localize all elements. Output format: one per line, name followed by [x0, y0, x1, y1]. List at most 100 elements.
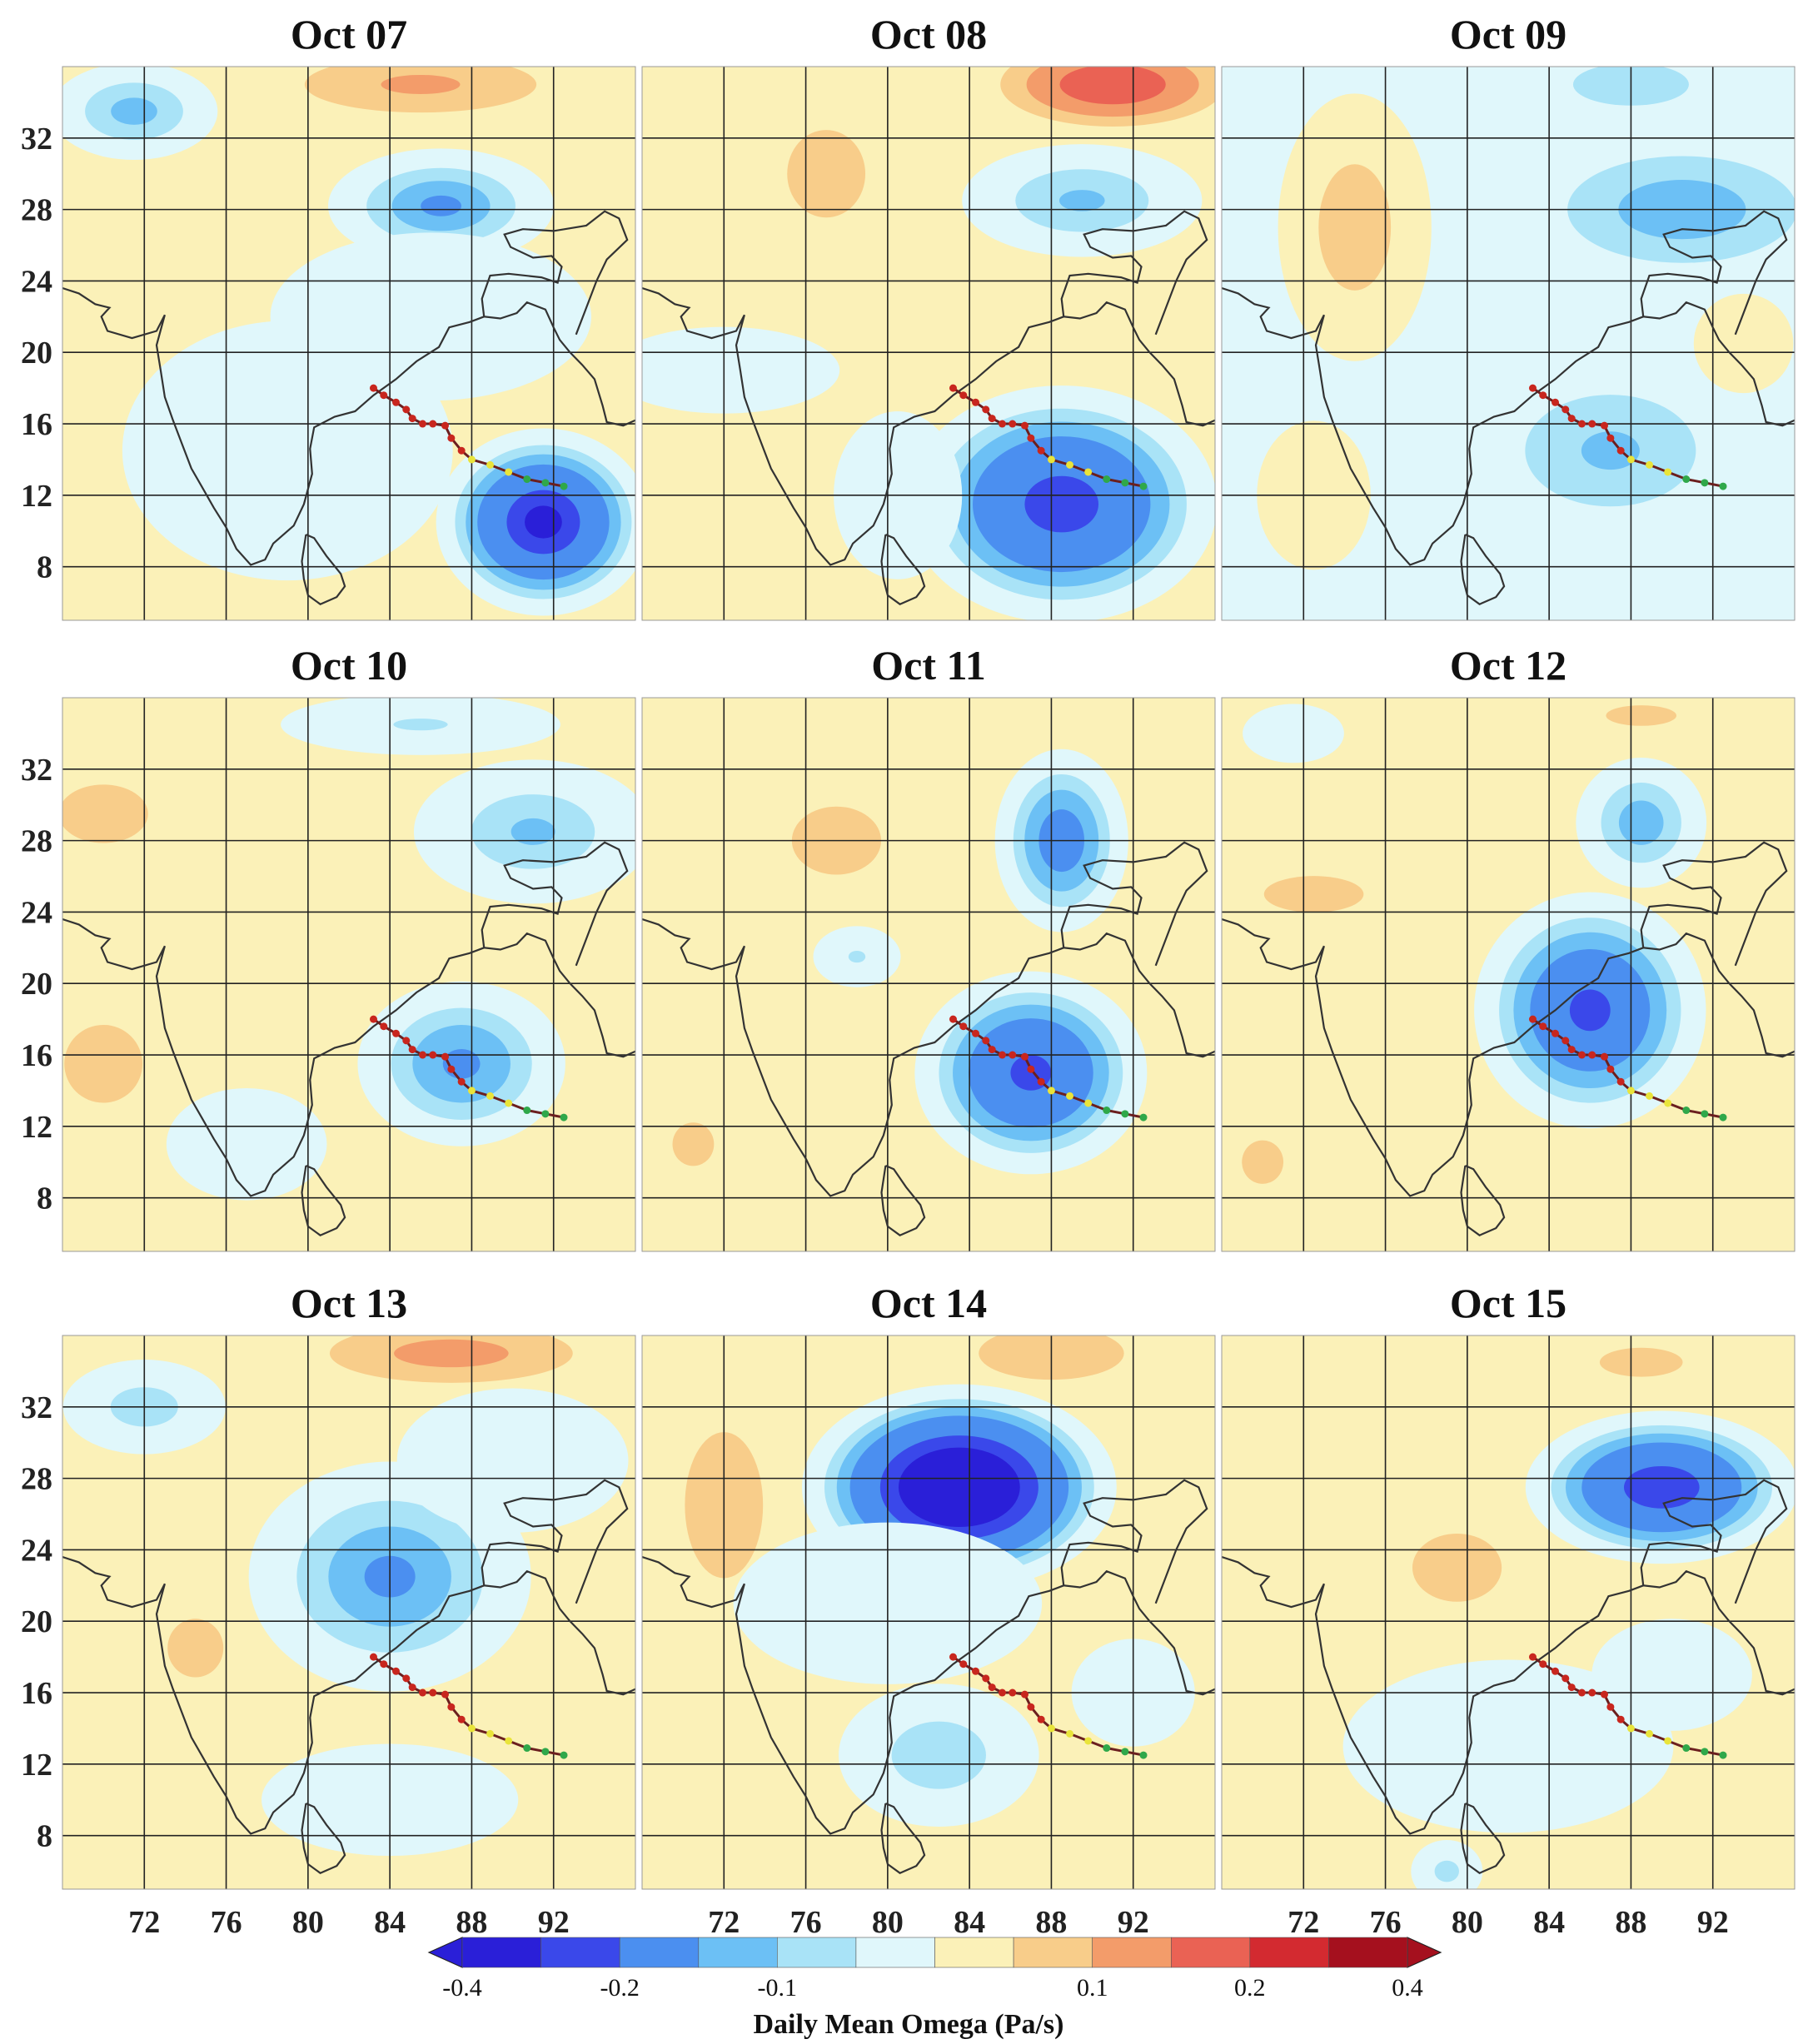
colorbar-swatch [776, 1937, 857, 1968]
track-line [1532, 1655, 1724, 1757]
track-point [560, 1113, 568, 1121]
track-point [505, 1737, 513, 1745]
contour-level [167, 1619, 224, 1678]
contour-level [1623, 1465, 1700, 1509]
panel [642, 1335, 1215, 1889]
y-tick-label: 16 [21, 1038, 52, 1073]
y-tick-label: 20 [21, 967, 52, 1002]
track-point [1577, 1688, 1586, 1697]
y-tick-label: 16 [21, 407, 52, 442]
track-point [523, 1744, 531, 1753]
y-tick-label: 12 [21, 479, 52, 514]
track-point [1066, 460, 1074, 469]
cyclone-track [1528, 384, 1727, 490]
panel-title: Oct 15 [1450, 1280, 1566, 1326]
track-point [486, 1092, 495, 1100]
panel-frame [1221, 66, 1796, 621]
track-point [1084, 1099, 1093, 1107]
track-point [1020, 1690, 1029, 1698]
track-point [392, 1029, 401, 1037]
y-tick-label: 28 [21, 193, 52, 228]
colorbar-swatch [540, 1937, 620, 1968]
cyclone-track [369, 1015, 568, 1121]
contour-level [1412, 1533, 1502, 1602]
contour-level [1342, 1659, 1674, 1833]
track-point [1528, 1015, 1537, 1023]
panel [1222, 1335, 1795, 1889]
border-line [1640, 841, 1788, 967]
colorbar-swatch [1013, 1937, 1093, 1968]
track-point [1588, 1688, 1596, 1697]
border-line [1640, 210, 1788, 336]
track-point [380, 391, 388, 400]
contour-level [64, 1024, 143, 1103]
ascent-feature [270, 232, 591, 401]
panel-background [642, 698, 1215, 1251]
track-point [1600, 421, 1608, 430]
coastline [642, 1555, 1215, 1835]
track-point [523, 475, 531, 484]
x-tick-label: 80 [292, 1905, 324, 1940]
track-point [392, 398, 401, 406]
colorbar-swatch [698, 1937, 778, 1968]
descent-feature [304, 67, 537, 113]
track-point [441, 421, 449, 430]
track-point [1646, 1729, 1654, 1738]
border-line [1060, 1479, 1208, 1604]
border-line [1060, 841, 1208, 967]
colorbar-swatch [1328, 1937, 1408, 1968]
descent-feature [672, 1122, 715, 1166]
x-tick-label: 92 [538, 1905, 570, 1940]
track-point [1121, 479, 1129, 487]
track-point [1047, 455, 1055, 464]
track-point [1600, 1690, 1608, 1698]
sri-lanka-coast [301, 1164, 346, 1236]
track-point [1664, 1737, 1672, 1745]
track-point [1588, 420, 1596, 428]
contour-level [511, 818, 555, 845]
track-point [1606, 1065, 1615, 1073]
gridlines [62, 1335, 635, 1889]
track-point [1139, 482, 1148, 490]
track-point [988, 415, 996, 423]
ascent-feature [906, 385, 1215, 620]
y-tick-label: 8 [37, 1181, 52, 1216]
track-point [1577, 1051, 1586, 1059]
x-tick-label: 72 [1288, 1905, 1319, 1940]
track-point [988, 1683, 996, 1692]
sri-lanka-coast [880, 533, 926, 605]
colorbar-tick-label: 0.1 [1077, 1974, 1108, 2002]
track-point [1066, 1729, 1074, 1738]
contour-level [396, 1388, 629, 1533]
panel [642, 67, 1215, 620]
y-tick-label: 20 [21, 336, 52, 371]
track-point [429, 420, 437, 428]
track-line [1532, 1017, 1724, 1119]
descent-feature [1278, 93, 1432, 361]
track-point [1009, 1688, 1017, 1697]
sri-lanka-coast [880, 1802, 926, 1874]
track-point [1103, 1744, 1111, 1753]
ascent-feature [62, 67, 218, 161]
track-point [429, 1688, 437, 1697]
track-point [982, 405, 990, 414]
colorbar-tick-label: -0.4 [442, 1974, 482, 2002]
track-point [1027, 1703, 1035, 1711]
track-point [447, 434, 456, 442]
ascent-feature [1243, 704, 1344, 763]
ascent-feature [166, 1087, 327, 1201]
y-tick-label: 12 [21, 1110, 52, 1145]
y-tick-label: 24 [21, 895, 52, 930]
cyclone-track [1528, 1015, 1727, 1121]
track-point [369, 1653, 377, 1661]
cyclone-track [369, 384, 568, 490]
descent-feature [167, 1619, 224, 1678]
track-point [1528, 1653, 1537, 1661]
panel-frame [1221, 697, 1796, 1252]
y-tick-label: 16 [21, 1676, 52, 1711]
track-point [1027, 1065, 1035, 1073]
track-point [1084, 1737, 1093, 1745]
descent-feature [64, 1024, 143, 1103]
contour-level [381, 74, 461, 94]
x-tick-label: 84 [954, 1905, 985, 1940]
